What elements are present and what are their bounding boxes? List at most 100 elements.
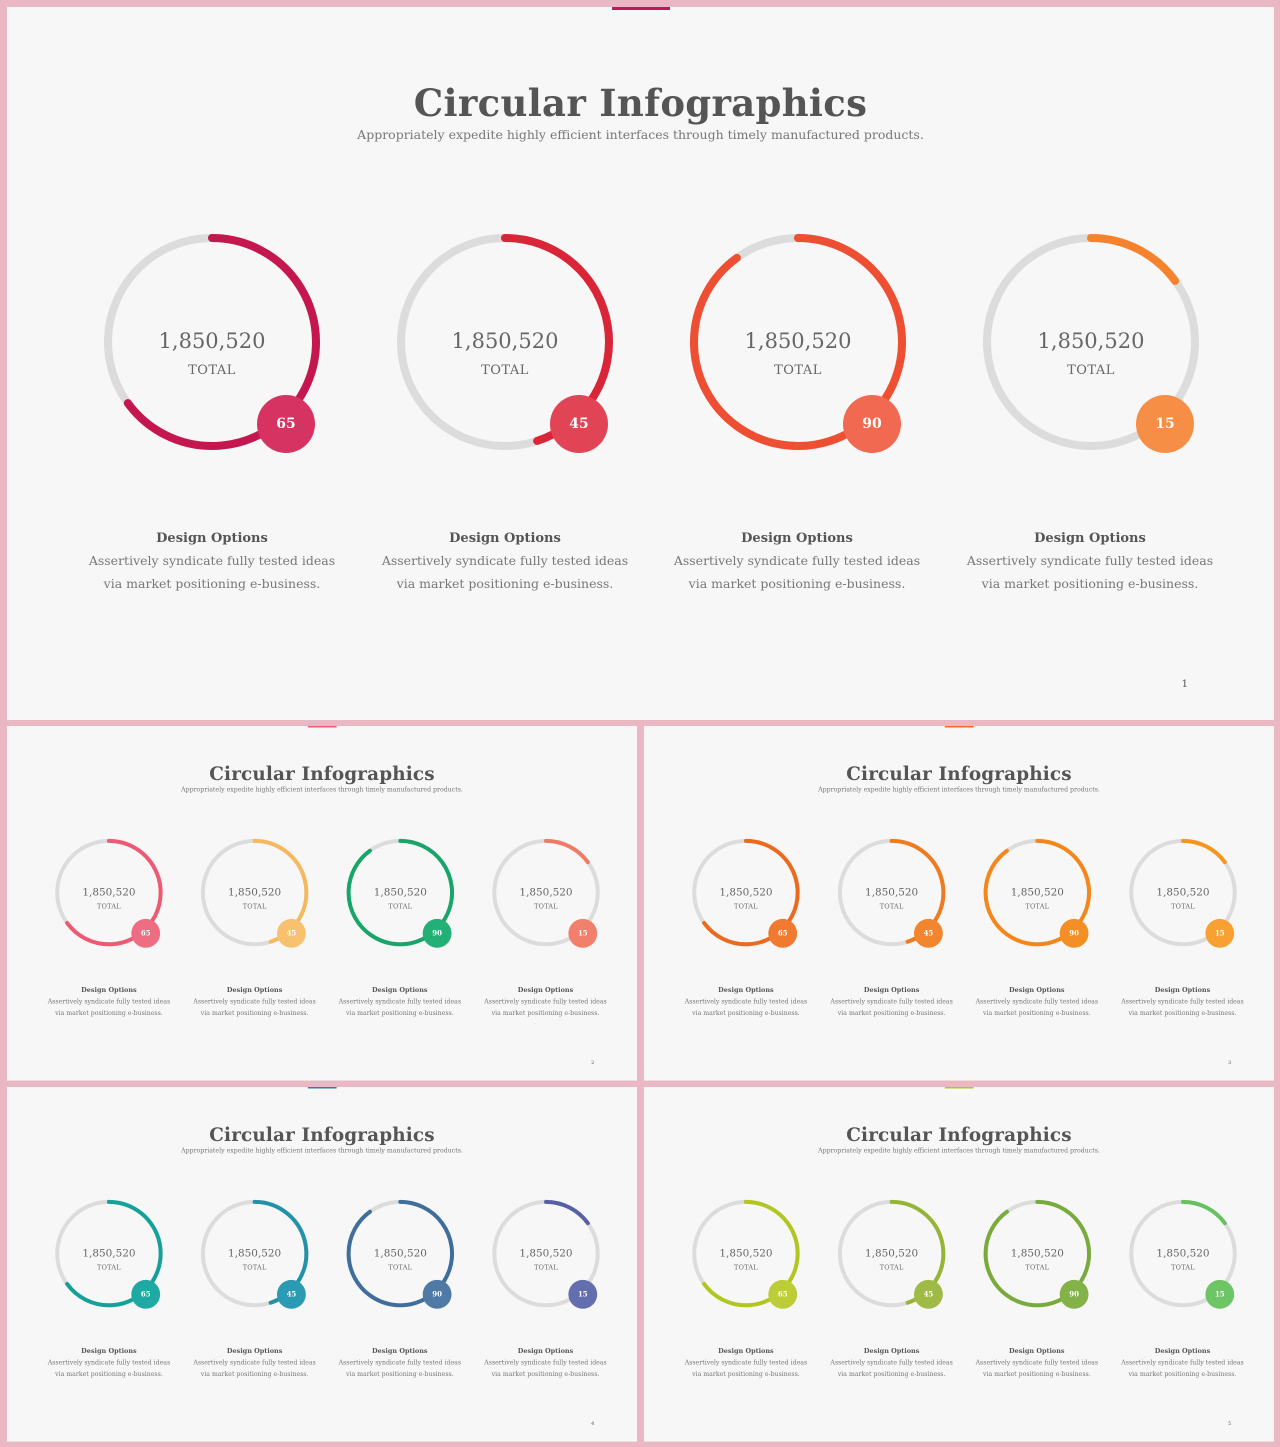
caption-text-line1: Assertively syndicate fully tested ideas [1121,997,1244,1005]
caption-text-line1: Assertively syndicate fully tested ideas [966,553,1214,568]
progress-ring: 1,850,520 TOTAL 65 [103,233,339,469]
caption-text-line1: Assertively syndicate fully tested ideas [88,553,336,568]
ring-total-label: TOTAL [481,363,529,378]
caption-heading: Design Options [863,986,920,995]
caption-text-line2: via market positioning e-business. [982,1369,1091,1378]
caption-text-line2: via market positioning e-business. [982,1008,1091,1017]
ring-caption: Design Options Assertively syndicate full… [481,1348,610,1380]
ring-progress-arc [65,1199,163,1308]
ring-total-value: 1,850,520 [373,886,427,899]
ring-progress-arc [346,838,454,947]
ring-total-label: TOTAL [534,1264,558,1272]
ring-caption: Design Options Assertively syndicate full… [44,1348,173,1380]
ring-progress-arc [544,1199,590,1226]
ring-progress-arc [702,1199,800,1308]
caption-heading: Design Options [372,986,428,995]
ring-total-value: 1,850,520 [82,1247,136,1260]
caption-text-line1: Assertively syndicate fully tested ideas [338,1358,462,1366]
ring-total-label: TOTAL [1025,1264,1050,1272]
slide-5: Circular Infographics Appropriately exped… [644,1087,1274,1442]
slide-accent-bar [944,726,974,728]
ring-caption: Design Options Assertively syndicate full… [1118,987,1247,1019]
ring-total-value: 1,850,520 [519,886,573,899]
caption-text-line2: via market positioning e-business. [200,1008,309,1017]
ring-caption: Design Options Assertively syndicate full… [335,1348,464,1380]
ring-chart [983,838,1092,947]
ring-total-value: 1,850,520 [519,1247,573,1260]
slide-subtitle: Appropriately expedite highly efficient … [181,1146,463,1155]
slide-title: Circular Infographics [846,762,1072,785]
progress-ring: 1,850,520 TOTAL 45 [396,233,632,469]
progress-ring: 1,850,520 TOTAL 90 [346,1199,463,1316]
ring-caption: Design Options Assertively syndicate full… [681,1348,810,1380]
ring-caption: Design Options Assertively syndicate full… [82,531,342,595]
caption-text-line1: Assertively syndicate fully tested ideas [193,997,316,1005]
ring-chart [983,1199,1092,1308]
ring-chart [55,838,163,947]
ring-total-value: 1,850,520 [744,329,852,353]
progress-ring: 1,850,520 TOTAL 15 [492,1199,609,1316]
ring-chart [492,838,600,947]
caption-text-line1: Assertively syndicate fully tested ideas [338,997,462,1005]
slide-accent-bar [307,1087,337,1089]
ring-total-value: 1,850,520 [82,886,136,899]
slide-3: Circular Infographics Appropriately exped… [644,726,1274,1081]
ring-total-value: 1,850,520 [865,886,919,899]
caption-heading: Design Options [517,1347,574,1356]
ring-total-label: TOTAL [188,363,236,378]
ring-progress-arc [123,234,320,450]
ring-total-value: 1,850,520 [373,1247,427,1260]
caption-text-line1: Assertively syndicate fully tested ideas [1121,1358,1244,1366]
caption-heading: Design Options [449,531,561,546]
ring-chart [55,1199,163,1308]
caption-text-line2: via market positioning e-business. [103,576,321,591]
caption-text-line1: Assertively syndicate fully tested ideas [47,1358,171,1366]
caption-heading: Design Options [1034,531,1146,546]
ring-total-label: TOTAL [534,903,558,911]
progress-ring: 1,850,520 TOTAL 65 [692,1199,809,1316]
ring-total-label: TOTAL [879,1264,904,1272]
progress-ring: 1,850,520 TOTAL 65 [692,838,809,955]
caption-heading: Design Options [741,531,853,546]
percent-badge: 15 [568,918,598,948]
page-number: 4 [591,1421,595,1427]
ring-chart [1129,1199,1237,1308]
caption-text-line2: via market positioning e-business. [491,1369,600,1378]
percent-badge: 15 [568,1279,598,1309]
ring-total-label: TOTAL [242,1264,267,1272]
caption-heading: Design Options [226,986,283,995]
slide-title: Circular Infographics [413,81,868,125]
ring-chart [983,234,1199,450]
ring-total-value: 1,850,520 [719,886,773,899]
caption-text-line2: via market positioning e-business. [692,1008,800,1017]
ring-total-value: 1,850,520 [158,329,266,353]
caption-text-line1: Assertively syndicate fully tested ideas [484,997,607,1005]
ring-total-label: TOTAL [97,903,121,911]
caption-text-line2: via market positioning e-business. [692,1369,800,1378]
ring-total-value: 1,850,520 [719,1247,773,1260]
slide-subtitle: Appropriately expedite highly efficient … [818,1146,1100,1155]
progress-ring: 1,850,520 TOTAL 90 [346,838,463,955]
ring-chart [104,234,320,450]
percent-badge: 65 [131,918,161,948]
caption-heading: Design Options [81,986,137,995]
slide-accent-bar [307,726,337,728]
caption-heading: Design Options [226,1347,283,1356]
caption-text-line2: via market positioning e-business. [1128,1008,1237,1017]
caption-heading: Design Options [372,1347,428,1356]
ring-caption: Design Options Assertively syndicate full… [960,531,1220,595]
progress-ring: 1,850,520 TOTAL 45 [200,1199,317,1316]
ring-caption: Design Options Assertively syndicate full… [972,987,1101,1019]
progress-ring: 1,850,520 TOTAL 45 [200,838,317,955]
ring-total-label: TOTAL [97,1264,121,1272]
ring-caption: Design Options Assertively syndicate full… [1118,1348,1247,1380]
slide-title: Circular Infographics [846,1123,1072,1146]
caption-heading: Design Options [517,986,574,995]
ring-chart [346,1199,455,1308]
progress-ring: 1,850,520 TOTAL 15 [1129,1199,1246,1316]
page-number: 3 [1228,1060,1232,1066]
progress-ring: 1,850,520 TOTAL 90 [983,838,1100,955]
ring-total-label: TOTAL [388,903,413,911]
progress-ring: 1,850,520 TOTAL 15 [1129,838,1246,955]
percent-badge: 45 [277,1279,306,1309]
